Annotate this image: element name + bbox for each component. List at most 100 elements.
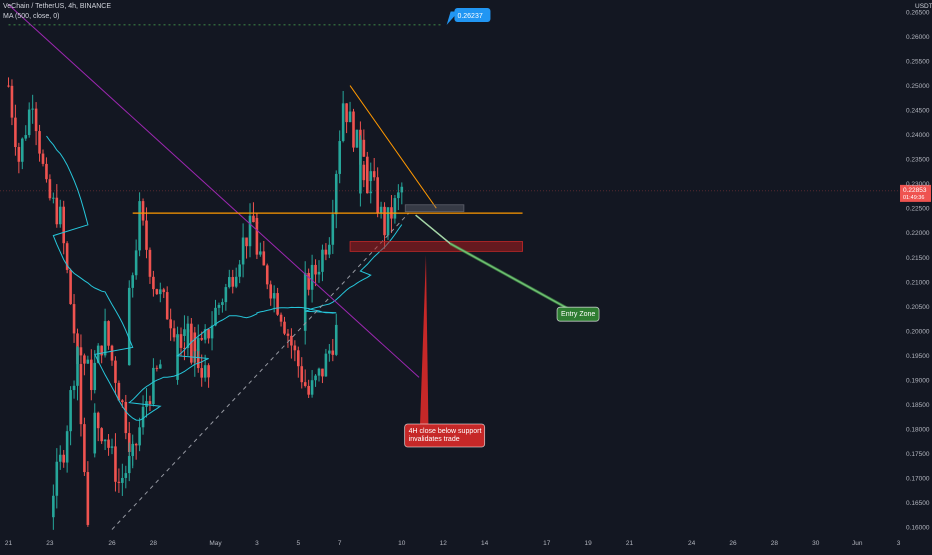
upper-trendline[interactable]: [349, 85, 437, 209]
candle-body: [14, 117, 17, 148]
candle-body: [196, 348, 200, 369]
price-tick: 0.24500: [906, 108, 930, 115]
candle-body: [110, 446, 114, 448]
candle-body: [41, 153, 45, 164]
candle-body: [366, 156, 369, 182]
price-tick: 0.23000: [906, 181, 930, 188]
entry-zone-note-text: Entry Zone: [561, 311, 595, 318]
candle-body: [31, 108, 34, 110]
candle-body: [228, 277, 231, 288]
candle-body: [383, 206, 386, 236]
price-tick: 0.16000: [906, 525, 930, 532]
time-tick: 21: [626, 540, 634, 547]
candle-body: [214, 307, 217, 326]
time-tick: 12: [440, 540, 448, 547]
candle-body: [262, 251, 266, 266]
candle-body: [324, 353, 328, 377]
candle-body: [379, 206, 383, 213]
plot-area[interactable]: [0, 4, 898, 530]
candle-body: [76, 347, 79, 386]
candle-body: [334, 324, 338, 355]
candle-body: [245, 237, 248, 247]
candle-body: [79, 364, 83, 425]
candle-body: [141, 201, 145, 221]
price-tick: 0.26500: [906, 10, 930, 17]
candle-body: [179, 335, 183, 348]
time-tick: 17: [543, 540, 551, 547]
candle-body: [279, 314, 283, 322]
candle-body: [241, 237, 245, 265]
price-tick: 0.25000: [906, 83, 930, 90]
candle-body: [190, 323, 193, 333]
rising-trendline[interactable]: [111, 212, 410, 530]
candle-body: [27, 109, 31, 136]
invalidation-zone[interactable]: [349, 241, 523, 252]
candle-body: [48, 179, 52, 199]
time-tick: 30: [812, 540, 820, 547]
candle-body: [65, 243, 69, 270]
candle-body: [117, 481, 121, 483]
candle-body: [90, 359, 93, 391]
ma-line: [46, 135, 403, 421]
candle-body: [24, 135, 28, 139]
candle-body: [314, 375, 317, 381]
candle-body: [234, 276, 238, 287]
candle-body: [165, 292, 169, 320]
entry-zone-note[interactable]: Entry Zone: [556, 306, 600, 322]
candle-body: [338, 141, 341, 174]
price-tick: 0.18500: [906, 402, 930, 409]
candle-body: [72, 304, 76, 334]
candle-body: [386, 207, 390, 236]
candle-body: [255, 218, 259, 255]
candle-body: [121, 400, 124, 402]
candle-body: [86, 359, 90, 364]
candle-body: [159, 364, 162, 369]
annotations: Entry Zone 4H close below supportinvalida…: [404, 8, 600, 448]
candle-body: [252, 215, 255, 223]
candle-body: [72, 385, 76, 391]
candle-body: [362, 164, 366, 181]
candle-body: [93, 362, 97, 391]
candle-body: [148, 401, 152, 405]
candle-body: [265, 265, 269, 285]
candle-body: [341, 103, 345, 142]
candle-body: [162, 289, 166, 293]
price-tick: 0.16500: [906, 500, 930, 507]
retest-zone[interactable]: [404, 204, 465, 213]
time-tick: 5: [296, 540, 300, 547]
candle-body: [300, 366, 304, 383]
time-tick: 21: [5, 540, 13, 547]
invalidation-note-text: 4H close below support: [409, 428, 482, 435]
candle-body: [345, 103, 348, 123]
candle-body: [176, 335, 179, 380]
candle-body: [328, 244, 331, 255]
candle-body: [79, 347, 83, 356]
target-callout[interactable]: 0.26237: [446, 8, 491, 25]
candle-body: [290, 335, 293, 346]
candle-body: [127, 433, 131, 452]
price-tick: 0.24000: [906, 132, 930, 139]
invalidation-note-text: invalidates trade: [409, 436, 460, 443]
price-tick: 0.19000: [906, 377, 930, 384]
candle-body: [221, 302, 224, 305]
candle-body: [145, 220, 148, 250]
candle-body: [169, 319, 172, 329]
time-tick: 26: [729, 540, 737, 547]
time-tick: May: [209, 540, 222, 547]
time-tick: 10: [398, 540, 406, 547]
candle-body: [321, 368, 324, 377]
time-tick: 3: [255, 540, 259, 547]
candle-body: [352, 111, 355, 148]
candle-body: [58, 454, 62, 462]
candle-body: [362, 139, 366, 157]
candle-body: [210, 325, 214, 339]
candle-body: [314, 264, 317, 275]
candle-body: [65, 431, 69, 463]
last-price-box: [900, 184, 931, 202]
price-tick: 0.17500: [906, 451, 930, 458]
candle-body: [283, 321, 286, 334]
candle-body: [310, 264, 314, 290]
